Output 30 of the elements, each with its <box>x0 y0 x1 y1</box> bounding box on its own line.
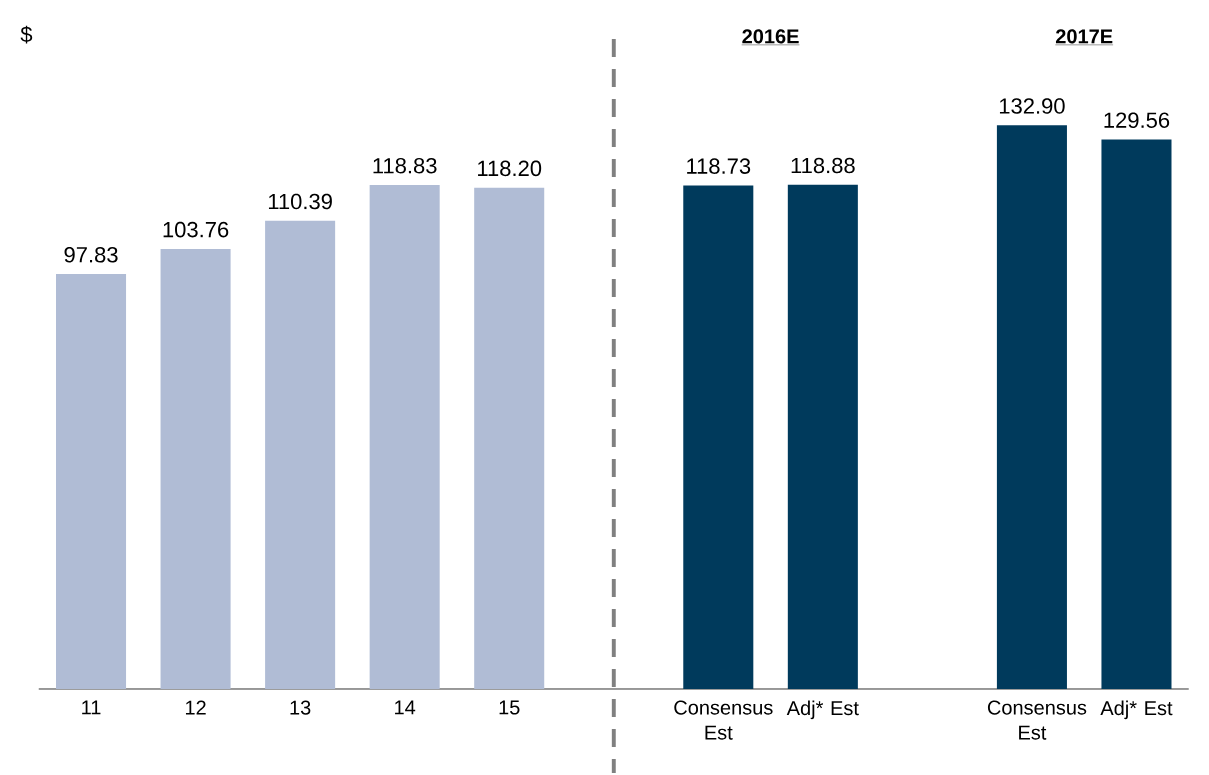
bar <box>265 220 336 689</box>
bar <box>369 185 440 689</box>
bar <box>1101 139 1172 689</box>
text: $ <box>20 25 33 44</box>
data-label: 103.76 <box>163 221 229 238</box>
data-label: 132.90 <box>999 98 1065 114</box>
data-label: 129.56 <box>1104 112 1170 128</box>
bar <box>56 274 127 689</box>
x-tick-label: Consensus Est <box>674 700 773 740</box>
x-tick-label: Consensus Est <box>987 700 1087 740</box>
data-label: 110.39 <box>268 193 332 210</box>
data-label: 118.83 <box>373 157 437 174</box>
bar <box>996 125 1067 689</box>
data-label: 118.73 <box>687 158 751 174</box>
x-tick-label: 13 <box>290 700 311 715</box>
x-tick-label: 15 <box>499 700 520 715</box>
bar <box>474 187 545 689</box>
data-label: 97.83 <box>64 246 118 263</box>
x-tick-label: 14 <box>395 700 416 715</box>
x-tick-label: Adj* Est <box>1100 700 1173 720</box>
x-tick-label: Adj* Est <box>786 700 859 720</box>
text: 2017E <box>1055 29 1113 44</box>
x-tick-label: 11 <box>82 700 101 715</box>
bar <box>787 184 858 689</box>
bar <box>683 185 754 689</box>
data-label: 118.88 <box>791 157 855 174</box>
text: 2016E <box>742 29 799 44</box>
bar <box>160 248 231 689</box>
data-label: 118.20 <box>478 160 542 177</box>
x-tick-label: 12 <box>185 700 206 715</box>
